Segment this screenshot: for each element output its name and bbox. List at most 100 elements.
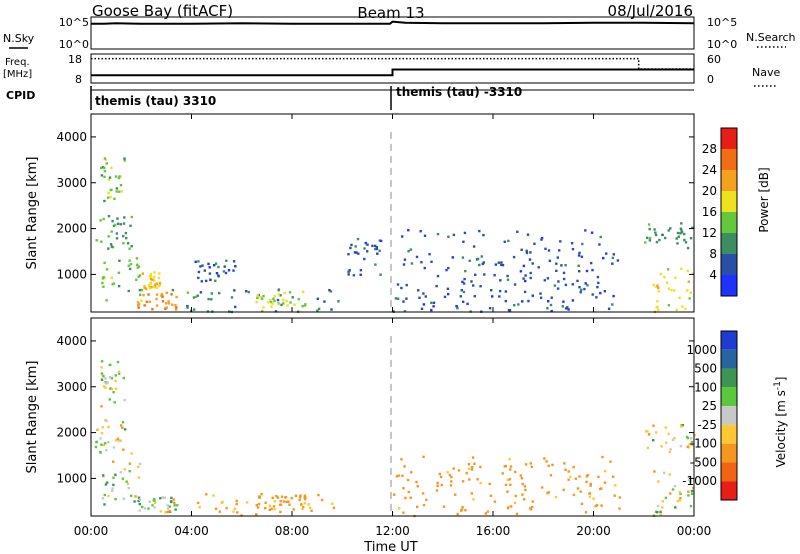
velocity-colorbar-swatch xyxy=(721,331,737,350)
velocity-cell xyxy=(524,463,528,466)
power-cell xyxy=(195,295,198,298)
power-cell xyxy=(175,295,178,299)
velocity-range-tick-label: 4000 xyxy=(56,334,87,348)
power-cell xyxy=(214,262,218,265)
power-cell xyxy=(197,276,200,280)
power-cell xyxy=(102,217,105,221)
power-cell xyxy=(347,273,350,276)
power-cell xyxy=(428,253,431,256)
freq-left-label-line1: Freq. xyxy=(5,57,30,68)
power-cell xyxy=(415,255,419,259)
velocity-cell xyxy=(143,507,147,510)
velocity-cell xyxy=(467,467,471,470)
power-colorbar-swatch xyxy=(721,212,737,233)
power-range-tick-label: 4000 xyxy=(56,130,87,144)
power-cell xyxy=(273,299,276,303)
velocity-cell xyxy=(100,431,104,435)
velocity-cell xyxy=(595,504,599,507)
velocity-cell xyxy=(104,386,107,389)
velocity-cell xyxy=(279,500,282,503)
power-cell xyxy=(447,266,450,270)
power-cell xyxy=(107,196,110,199)
power-cell xyxy=(583,287,586,291)
velocity-cell xyxy=(461,506,464,509)
power-cell xyxy=(570,242,574,245)
nave-line xyxy=(91,57,694,70)
power-cell xyxy=(355,251,358,254)
power-cell xyxy=(126,242,130,245)
velocity-cell xyxy=(233,507,237,510)
velocity-cell xyxy=(138,462,142,466)
velocity-colorbar-title: Velocity [m s-1] xyxy=(773,377,788,468)
power-cell xyxy=(157,284,161,287)
velocity-colorbar-label: 25 xyxy=(702,399,717,413)
power-cell xyxy=(446,287,450,290)
power-cell xyxy=(400,286,403,290)
velocity-cell xyxy=(102,375,105,378)
power-cell xyxy=(105,162,108,165)
power-cell xyxy=(646,236,649,239)
velocity-colorbar-swatch xyxy=(721,481,737,500)
power-cell xyxy=(544,247,547,250)
velocity-cell xyxy=(107,441,110,444)
power-cell xyxy=(598,243,601,246)
power-cell xyxy=(687,280,690,283)
power-cell xyxy=(192,296,196,299)
velocity-cell xyxy=(272,505,276,508)
power-cell xyxy=(99,219,102,222)
velocity-cell xyxy=(504,483,508,487)
power-cell xyxy=(553,284,557,287)
velocity-colorbar-swatch xyxy=(721,462,737,482)
velocity-cell xyxy=(276,496,279,499)
power-cell xyxy=(110,188,113,192)
power-cell xyxy=(203,269,206,272)
power-cell xyxy=(186,291,190,294)
power-cell xyxy=(529,251,532,254)
velocity-cell xyxy=(689,504,693,508)
velocity-cell xyxy=(529,462,532,465)
power-cell xyxy=(673,289,676,292)
power-cell xyxy=(200,280,203,283)
power-cell xyxy=(117,271,121,274)
power-cell xyxy=(562,277,566,281)
velocity-cell xyxy=(166,504,169,507)
power-cell xyxy=(403,258,407,261)
power-colorbar-label: 28 xyxy=(702,142,717,156)
power-cell xyxy=(199,265,202,268)
power-cell xyxy=(531,294,534,297)
power-cell xyxy=(430,260,433,263)
velocity-cell xyxy=(468,478,471,481)
velocity-cell xyxy=(692,486,695,490)
power-cell xyxy=(316,297,319,300)
power-cell xyxy=(137,275,140,278)
power-cell xyxy=(564,264,567,267)
power-cell xyxy=(461,280,464,284)
power-cell xyxy=(591,293,594,296)
power-cell xyxy=(525,251,529,255)
power-cell xyxy=(498,289,502,293)
power-cell xyxy=(144,287,148,291)
velocity-cell xyxy=(116,360,120,364)
power-cell xyxy=(680,231,684,234)
time-tick-label: 16:00 xyxy=(476,524,511,538)
power-cell xyxy=(136,301,140,304)
power-cell xyxy=(103,199,106,203)
power-cell xyxy=(101,277,105,280)
power-cell xyxy=(109,243,113,246)
power-cell xyxy=(584,229,587,232)
power-cell xyxy=(272,297,275,300)
velocity-cell xyxy=(657,480,660,483)
velocity-cell xyxy=(112,476,115,479)
power-cell xyxy=(111,283,114,286)
power-cell xyxy=(577,264,580,267)
velocity-cell xyxy=(168,505,171,508)
power-cell xyxy=(323,300,326,303)
power-cell xyxy=(571,283,574,286)
velocity-cell xyxy=(100,366,103,369)
power-cell xyxy=(139,293,142,296)
velocity-cell xyxy=(279,503,283,506)
power-cell xyxy=(113,197,116,200)
velocity-cell xyxy=(166,507,170,510)
time-tick-label: 08:00 xyxy=(275,524,310,538)
velocity-cell xyxy=(668,450,671,454)
